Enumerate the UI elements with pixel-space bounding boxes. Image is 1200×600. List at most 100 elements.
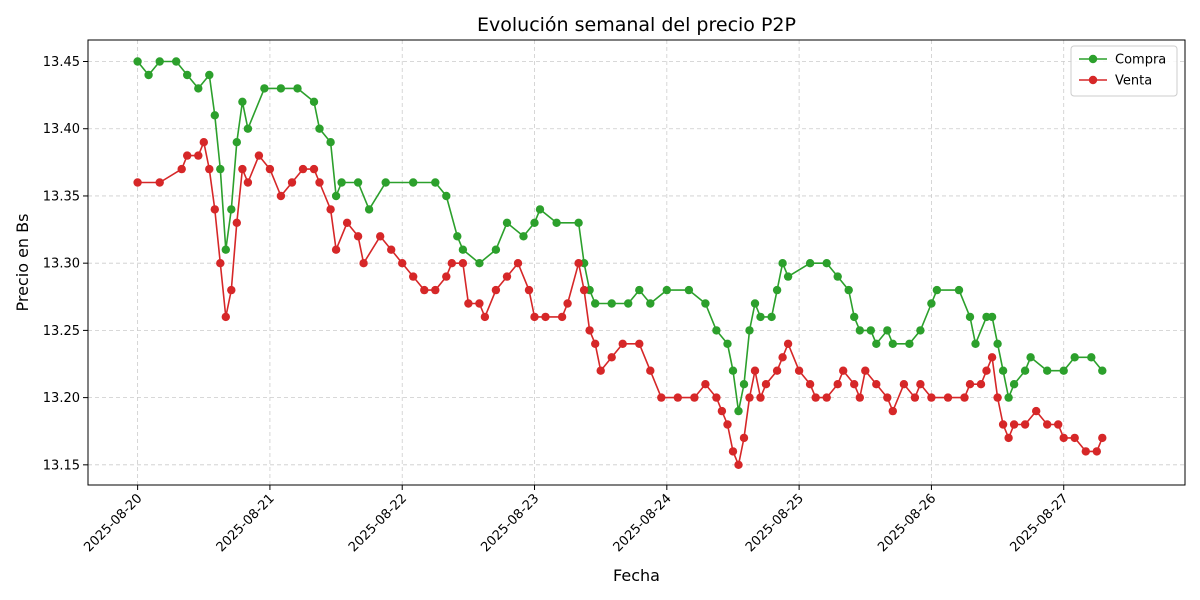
chart-title: Evolución semanal del precio P2P	[477, 14, 796, 36]
data-point-venta	[822, 393, 831, 402]
data-point-venta	[331, 245, 341, 254]
data-point-compra	[574, 218, 583, 227]
x-axis-title: Fecha	[613, 566, 660, 585]
data-point-venta	[232, 218, 241, 227]
data-point-compra	[238, 97, 247, 107]
data-point-venta	[326, 205, 335, 214]
data-point-compra	[1087, 353, 1096, 362]
data-point-venta	[872, 380, 881, 389]
data-point-compra	[194, 84, 203, 93]
data-point-venta	[409, 272, 418, 281]
data-point-venta	[607, 353, 616, 362]
data-point-venta	[376, 232, 385, 241]
data-point-venta	[745, 393, 754, 402]
y-tick-label: 13.40	[43, 122, 80, 137]
data-point-compra	[662, 285, 671, 295]
data-point-venta	[298, 164, 308, 174]
data-point-compra	[144, 70, 153, 80]
data-point-venta	[916, 380, 925, 389]
data-point-venta	[579, 285, 589, 295]
data-point-venta	[1009, 420, 1019, 429]
data-point-compra	[728, 366, 738, 375]
data-point-compra	[971, 339, 980, 348]
data-point-venta	[772, 366, 782, 375]
data-point-compra	[916, 326, 925, 335]
data-point-compra	[866, 326, 875, 335]
data-point-venta	[805, 380, 815, 389]
data-point-venta	[155, 178, 164, 187]
data-point-compra	[850, 312, 859, 322]
data-point-compra	[530, 218, 539, 227]
y-tick-label: 13.45	[43, 55, 80, 70]
data-point-venta	[1004, 433, 1013, 443]
legend: Compra Venta	[1070, 45, 1178, 97]
data-point-venta	[420, 285, 429, 295]
data-point-compra	[1004, 393, 1013, 402]
data-point-venta	[910, 393, 920, 402]
data-point-venta	[927, 393, 936, 402]
data-point-venta	[717, 406, 727, 416]
data-point-compra	[326, 138, 335, 147]
data-point-compra	[767, 312, 776, 322]
data-point-compra	[855, 326, 864, 335]
legend-label-venta: Venta	[1115, 74, 1152, 89]
data-point-venta	[359, 259, 368, 268]
data-point-venta	[833, 380, 842, 389]
data-point-venta	[943, 393, 953, 402]
data-point-venta	[183, 151, 192, 160]
data-point-venta	[646, 366, 655, 375]
data-point-compra	[624, 299, 633, 308]
data-point-venta	[210, 205, 219, 214]
data-point-compra	[822, 259, 831, 268]
data-point-venta	[265, 164, 275, 174]
data-point-compra	[232, 138, 241, 147]
data-point-venta	[1043, 420, 1052, 429]
data-point-compra	[409, 178, 418, 187]
data-point-compra	[701, 299, 710, 308]
data-point-compra	[905, 339, 914, 348]
data-point-venta	[1092, 447, 1102, 456]
plot-frame	[87, 39, 1186, 486]
data-point-compra	[227, 205, 236, 214]
data-point-compra	[734, 406, 743, 416]
data-point-venta	[712, 393, 721, 402]
data-point-venta	[563, 299, 572, 308]
data-point-compra	[331, 191, 341, 201]
data-point-venta	[431, 285, 440, 295]
data-point-venta	[855, 393, 864, 402]
data-point-venta	[315, 178, 324, 187]
data-point-venta	[464, 299, 473, 308]
data-point-compra	[453, 232, 462, 241]
data-point-venta	[1059, 433, 1068, 443]
data-point-venta	[750, 366, 760, 375]
data-point-venta	[657, 393, 666, 402]
data-point-venta	[342, 218, 352, 227]
data-point-compra	[756, 312, 765, 322]
data-point-venta	[221, 312, 230, 322]
data-point-venta	[205, 164, 214, 174]
data-point-venta	[1081, 447, 1091, 456]
data-point-venta	[993, 393, 1002, 402]
data-point-venta	[635, 339, 644, 348]
data-point-compra	[431, 178, 440, 187]
data-point-venta	[530, 312, 539, 322]
data-point-venta	[673, 393, 682, 402]
data-point-venta	[1032, 406, 1041, 416]
data-point-venta	[480, 312, 490, 322]
data-point-compra	[927, 299, 936, 308]
data-point-compra	[205, 70, 214, 80]
data-point-compra	[987, 312, 997, 322]
data-point-venta	[1020, 420, 1030, 429]
data-point-venta	[574, 259, 583, 268]
data-point-venta	[723, 420, 732, 429]
data-point-compra	[954, 285, 964, 295]
data-point-compra	[872, 339, 881, 348]
data-point-compra	[216, 164, 225, 174]
y-tick-label: 13.35	[43, 189, 80, 204]
data-point-venta	[728, 447, 738, 456]
data-point-venta	[850, 380, 859, 389]
data-point-compra	[260, 84, 269, 93]
data-point-compra	[183, 70, 192, 80]
data-point-venta	[783, 339, 793, 348]
